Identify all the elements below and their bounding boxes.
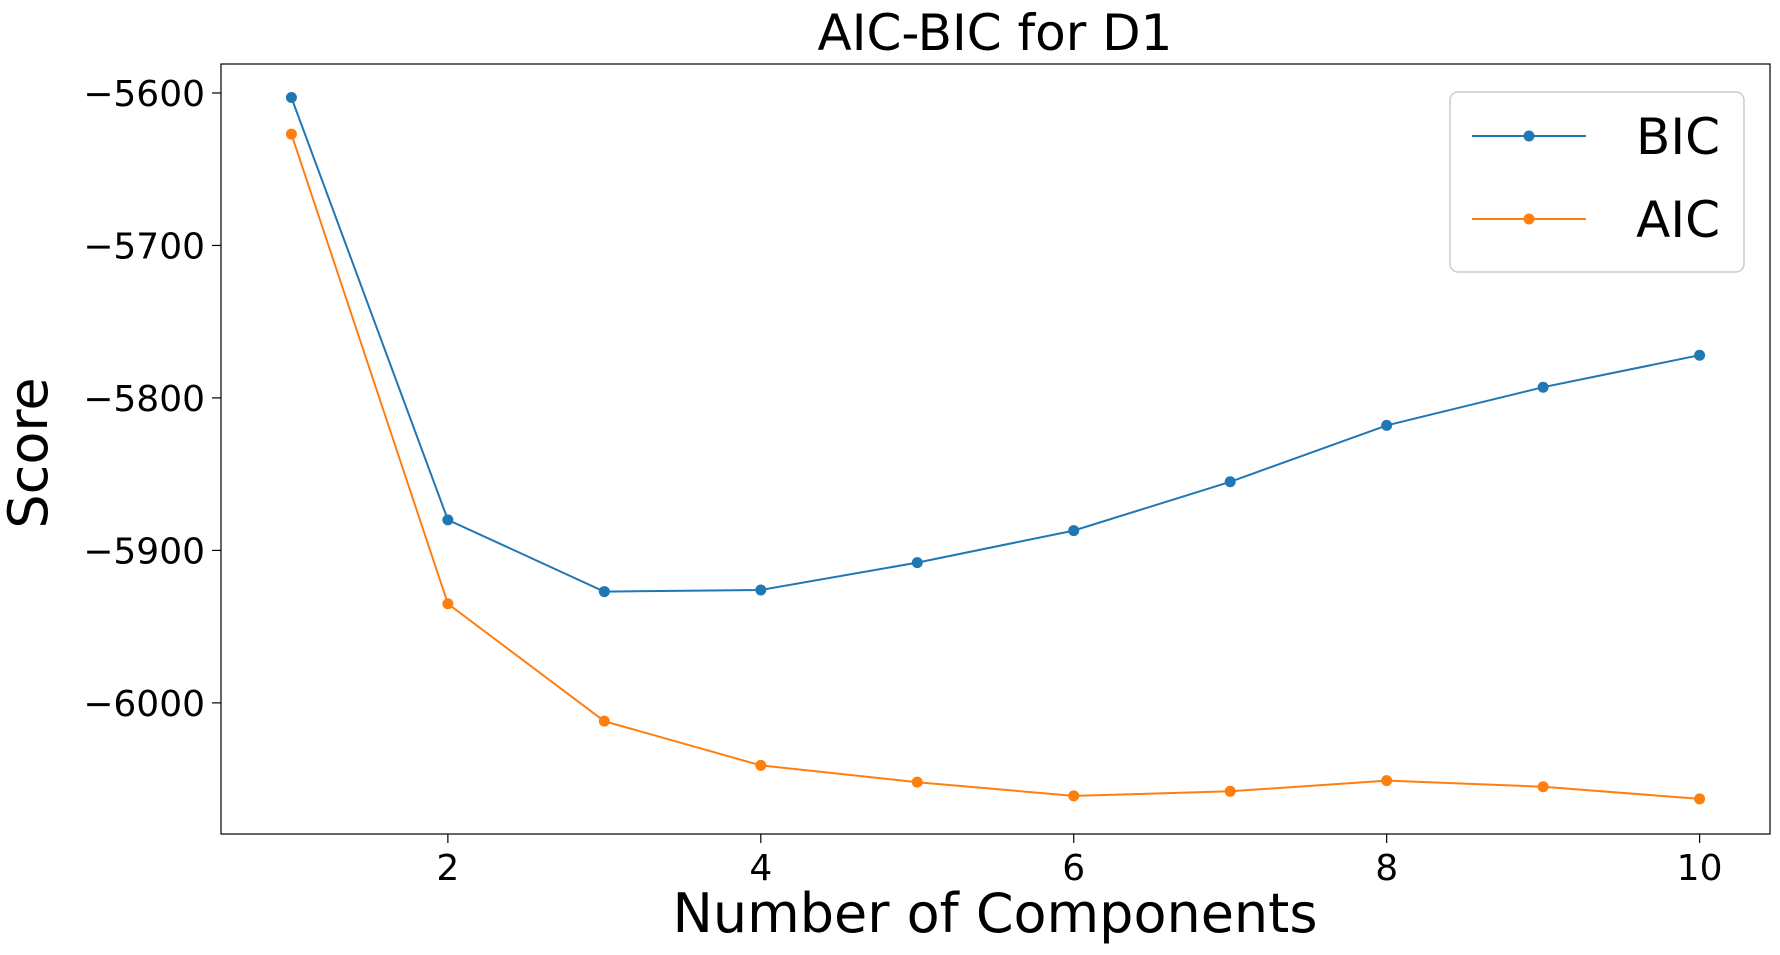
x-axis: 2 4 6 8 10: [436, 834, 1722, 889]
data-point-aic: [1381, 775, 1393, 787]
data-point-bic: [1381, 419, 1393, 431]
data-point-bic: [1694, 349, 1706, 361]
data-point-bic: [1224, 476, 1236, 488]
y-axis: −5600 −5700 −5800 −5900 −6000: [83, 74, 221, 725]
series-layer: [285, 92, 1706, 805]
data-point-aic: [1068, 790, 1080, 802]
series-aic: [285, 128, 1706, 805]
legend-label: AIC: [1636, 191, 1720, 249]
data-point-aic: [1224, 785, 1236, 797]
y-axis-label: Score: [0, 377, 60, 528]
data-point-bic: [442, 514, 454, 526]
chart-title: AIC-BIC for D1: [818, 4, 1173, 62]
legend-label: BIC: [1636, 108, 1720, 166]
data-point-aic: [1537, 781, 1549, 793]
x-axis-label: Number of Components: [673, 882, 1318, 945]
y-tick-label: −5700: [83, 226, 205, 267]
x-tick-label: 6: [1062, 848, 1085, 889]
series-line-bic: [290, 97, 1700, 593]
data-point-bic: [598, 586, 610, 598]
data-point-bic: [1537, 381, 1549, 393]
legend-swatch-marker: [1523, 130, 1535, 142]
legend: BIC AIC: [1449, 91, 1745, 273]
legend-item-aic: AIC: [1472, 191, 1720, 249]
y-tick-label: −5900: [83, 531, 205, 572]
data-point-aic: [911, 776, 923, 788]
x-tick-label: 10: [1677, 848, 1723, 889]
data-point-bic: [755, 584, 767, 596]
legend-item-bic: BIC: [1472, 108, 1720, 166]
y-tick-label: −5800: [83, 379, 205, 420]
x-tick-label: 2: [436, 848, 459, 889]
data-point-aic: [442, 598, 454, 610]
legend-swatch-marker: [1523, 213, 1535, 225]
y-tick-label: −6000: [83, 684, 205, 725]
data-point-aic: [285, 128, 297, 140]
x-tick-label: 4: [749, 848, 772, 889]
y-tick-label: −5600: [83, 74, 205, 115]
data-point-aic: [755, 759, 767, 771]
plot-area: [220, 63, 1771, 835]
data-point-bic: [285, 92, 297, 104]
series-bic: [285, 92, 1706, 598]
data-point-bic: [911, 557, 923, 569]
x-tick-label: 8: [1375, 848, 1398, 889]
series-line-aic: [290, 133, 1700, 800]
data-point-aic: [1694, 793, 1706, 805]
data-point-bic: [1068, 525, 1080, 537]
data-point-aic: [598, 715, 610, 727]
